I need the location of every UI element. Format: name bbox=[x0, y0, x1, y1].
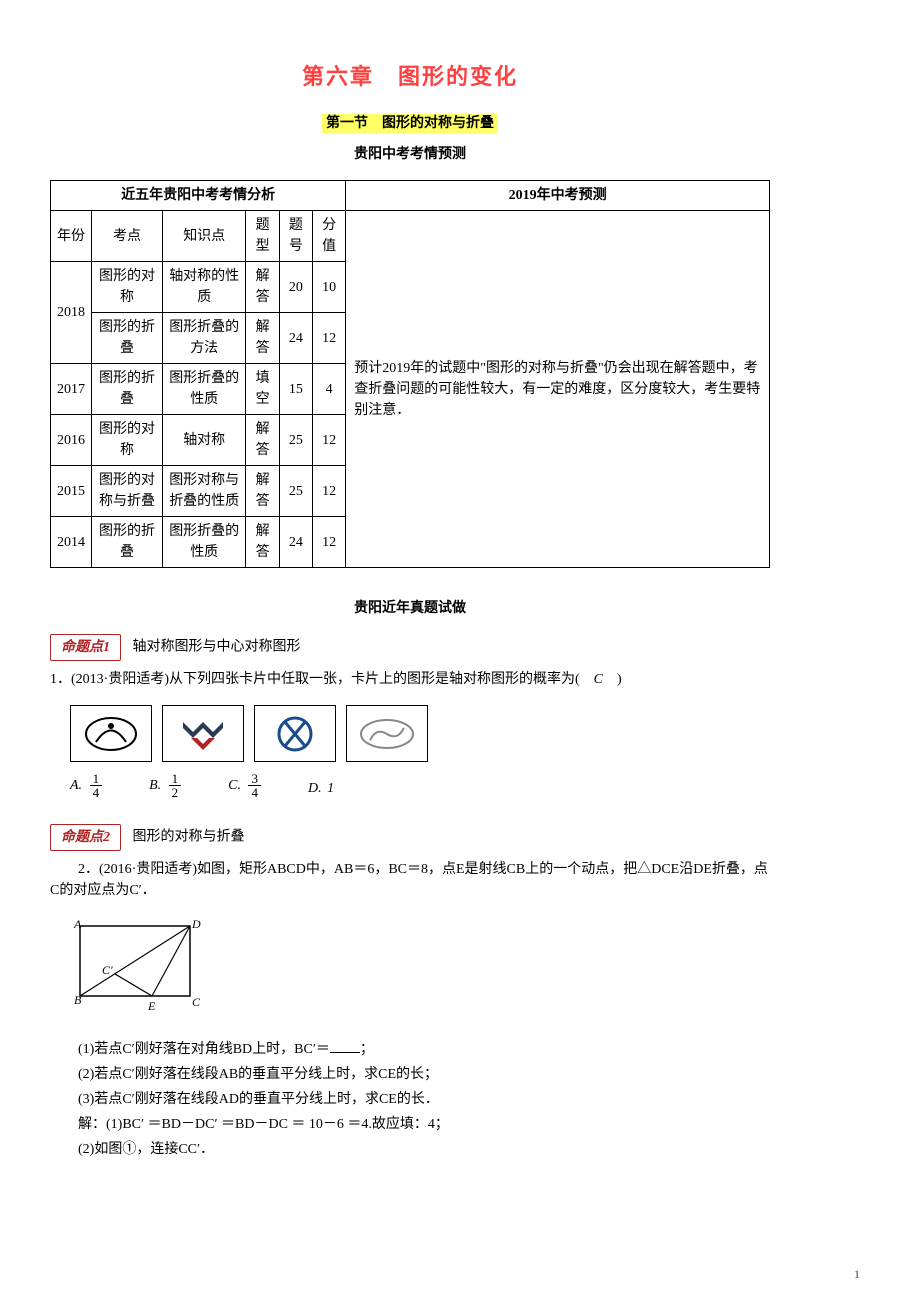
cell-score: 12 bbox=[312, 415, 345, 466]
card-4 bbox=[346, 705, 428, 762]
col-topic: 考点 bbox=[92, 211, 163, 262]
q1-text: 1．(2013·贵阳适考)从下列四张卡片中任取一张，卡片上的图形是轴对称图形的概… bbox=[50, 669, 770, 690]
cell-score: 4 bbox=[312, 364, 345, 415]
cell-no: 25 bbox=[279, 415, 312, 466]
cell-kp: 图形折叠的性质 bbox=[162, 517, 246, 568]
svg-text:C: C bbox=[192, 995, 201, 1009]
q1-options: A. 14 B. 12 C. 34 D. 1 bbox=[70, 772, 770, 799]
analysis-table: 近五年贵阳中考考情分析 2019年中考预测 年份 考点 知识点 题型 题号 分值… bbox=[50, 180, 770, 568]
svg-text:D: D bbox=[191, 917, 201, 931]
card-3 bbox=[254, 705, 336, 762]
topic1-line: 命题点1 轴对称图形与中心对称图形 bbox=[50, 634, 770, 661]
svg-text:C': C' bbox=[102, 963, 113, 977]
q2-text: 2．(2016·贵阳适考)如图，矩形ABCD中，AB＝6，BC＝8，点E是射线C… bbox=[50, 859, 770, 901]
rectangle-diagram: A B C D E C' bbox=[70, 916, 220, 1016]
cell-year: 2016 bbox=[51, 415, 92, 466]
practice-heading: 贵阳近年真题试做 bbox=[50, 598, 770, 619]
cell-no: 24 bbox=[279, 517, 312, 568]
cell-kp: 图形折叠的方法 bbox=[162, 313, 246, 364]
table-right-header: 2019年中考预测 bbox=[346, 181, 770, 211]
cell-no: 25 bbox=[279, 466, 312, 517]
card-2 bbox=[162, 705, 244, 762]
q2-sub3: (3)若点C′刚好落在线段AD的垂直平分线上时，求CE的长． bbox=[78, 1089, 770, 1110]
opt-c: C. 34 bbox=[228, 772, 263, 799]
cell-topic: 图形的折叠 bbox=[92, 364, 163, 415]
cell-topic: 图形的折叠 bbox=[92, 517, 163, 568]
topic2-label: 图形的对称与折叠 bbox=[133, 830, 245, 845]
cards-row bbox=[70, 705, 770, 762]
cell-score: 12 bbox=[312, 313, 345, 364]
opt-d: D. 1 bbox=[308, 778, 334, 799]
opt-d-label: D. bbox=[308, 781, 322, 796]
topic2-line: 命题点2 图形的对称与折叠 bbox=[50, 824, 770, 851]
logo-icon-2 bbox=[173, 714, 233, 754]
col-no: 题号 bbox=[279, 211, 312, 262]
cell-year: 2018 bbox=[51, 262, 92, 364]
cell-score: 12 bbox=[312, 517, 345, 568]
cell-kp: 轴对称的性质 bbox=[162, 262, 246, 313]
cell-no: 24 bbox=[279, 313, 312, 364]
cell-kp: 轴对称 bbox=[162, 415, 246, 466]
chapter-title: 第六章 图形的变化 bbox=[50, 60, 770, 93]
cell-type: 解答 bbox=[246, 262, 279, 313]
cell-topic: 图形的对称 bbox=[92, 415, 163, 466]
opt-a-label: A. bbox=[70, 778, 82, 793]
svg-text:A: A bbox=[73, 917, 82, 931]
col-kp: 知识点 bbox=[162, 211, 246, 262]
logo-icon-4 bbox=[357, 714, 417, 754]
topic1-badge: 命题点1 bbox=[50, 634, 121, 661]
geom-figure: A B C D E C' bbox=[70, 916, 770, 1023]
cell-year: 2015 bbox=[51, 466, 92, 517]
q1-answer: C bbox=[594, 672, 603, 687]
q1-end: ) bbox=[603, 672, 622, 687]
q2-sub2: (2)若点C′刚好落在线段AB的垂直平分线上时，求CE的长； bbox=[78, 1064, 770, 1085]
col-type: 题型 bbox=[246, 211, 279, 262]
blank-fill bbox=[330, 1038, 360, 1053]
col-year: 年份 bbox=[51, 211, 92, 262]
page-number: 1 bbox=[854, 1265, 860, 1283]
q2-sol2: (2)如图①，连接CC′． bbox=[78, 1139, 770, 1160]
q1-stem: 1．(2013·贵阳适考)从下列四张卡片中任取一张，卡片上的图形是轴对称图形的概… bbox=[50, 672, 594, 687]
cell-no: 15 bbox=[279, 364, 312, 415]
q2-sub1: (1)若点C′刚好落在对角线BD上时，BC′＝ ； bbox=[78, 1038, 770, 1060]
cell-type: 填空 bbox=[246, 364, 279, 415]
opt-d-val: 1 bbox=[327, 781, 334, 796]
cell-year: 2014 bbox=[51, 517, 92, 568]
cell-type: 解答 bbox=[246, 313, 279, 364]
table-left-header: 近五年贵阳中考考情分析 bbox=[51, 181, 346, 211]
cell-no: 20 bbox=[279, 262, 312, 313]
logo-icon-1 bbox=[81, 714, 141, 754]
opt-a: A. 14 bbox=[70, 772, 104, 799]
topic2-badge: 命题点2 bbox=[50, 824, 121, 851]
cell-kp: 图形对称与折叠的性质 bbox=[162, 466, 246, 517]
opt-c-label: C. bbox=[228, 778, 241, 793]
opt-b: B. 12 bbox=[149, 772, 183, 799]
cell-type: 解答 bbox=[246, 517, 279, 568]
q2-sol1: 解：(1)BC′ ＝BD－DC′ ＝BD－DC ＝ 10－6 ＝4.故应填：4； bbox=[78, 1114, 770, 1135]
card-1 bbox=[70, 705, 152, 762]
cell-topic: 图形的对称与折叠 bbox=[92, 466, 163, 517]
cell-type: 解答 bbox=[246, 415, 279, 466]
section-title: 第一节 图形的对称与折叠 bbox=[322, 114, 498, 133]
cell-score: 10 bbox=[312, 262, 345, 313]
cell-type: 解答 bbox=[246, 466, 279, 517]
cell-year: 2017 bbox=[51, 364, 92, 415]
svg-text:E: E bbox=[147, 999, 156, 1013]
logo-icon-3 bbox=[265, 714, 325, 754]
cell-topic: 图形的折叠 bbox=[92, 313, 163, 364]
forecast-heading: 贵阳中考考情预测 bbox=[50, 144, 770, 165]
svg-text:B: B bbox=[74, 993, 82, 1007]
q2-sub1-b: ； bbox=[360, 1042, 374, 1057]
cell-kp: 图形折叠的性质 bbox=[162, 364, 246, 415]
topic1-label: 轴对称图形与中心对称图形 bbox=[133, 640, 301, 655]
q2-sub1-a: (1)若点C′刚好落在对角线BD上时，BC′＝ bbox=[78, 1042, 330, 1057]
cell-topic: 图形的对称 bbox=[92, 262, 163, 313]
opt-b-label: B. bbox=[149, 778, 161, 793]
col-score: 分值 bbox=[312, 211, 345, 262]
section-title-wrap: 第一节 图形的对称与折叠 bbox=[50, 113, 770, 134]
cell-score: 12 bbox=[312, 466, 345, 517]
forecast-cell: 预计2019年的试题中"图形的对称与折叠"仍会出现在解答题中，考查折叠问题的可能… bbox=[346, 211, 770, 568]
